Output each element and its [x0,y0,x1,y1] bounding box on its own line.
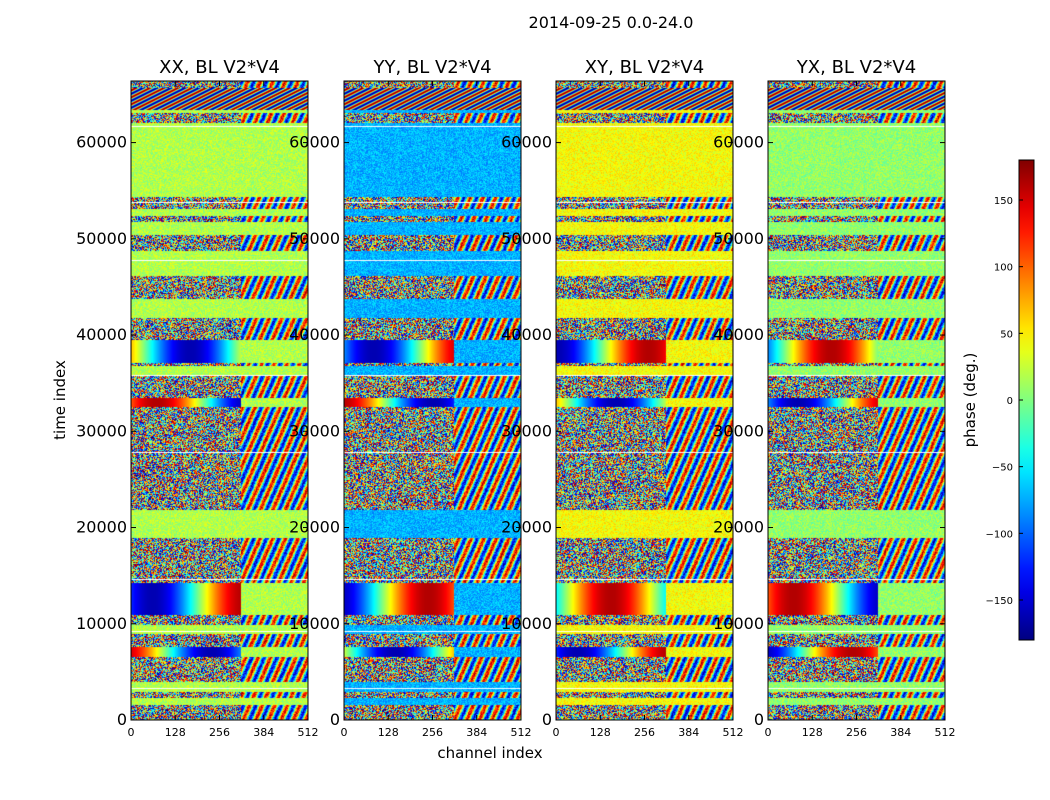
panel-yx: YX, BL V2*V4 0 128 256 384 512 0 10000 20000 3000… [713,57,955,739]
panel-yy: YY, BL V2*V4 0 128 256 384 512 0 10000 20000 3000… [289,57,531,739]
x-tick-label: 256 [634,726,655,739]
heatmap-xx [131,81,308,720]
y-tick-label: 10000 [289,614,340,633]
x-tick-label: 384 [253,726,274,739]
x-tick-label: 512 [935,726,956,739]
x-tick-label: 128 [378,726,399,739]
y-tick-label: 20000 [713,518,764,537]
x-tick-label: 256 [422,726,443,739]
x-tick-label: 128 [590,726,611,739]
x-tick-label: 384 [466,726,487,739]
colorbar-label: phase (deg.) [961,353,979,448]
y-tick-label: 30000 [76,421,127,440]
y-tick-label: 10000 [501,614,552,633]
x-tick-label: 128 [165,726,186,739]
colorbar: −150 −100 −50 0 50 100 150 [986,159,1035,641]
colorbar-tick-label: −50 [992,463,1013,474]
x-tick-label: 0 [553,726,560,739]
x-tick-label: 0 [765,726,772,739]
y-tick-label: 50000 [76,229,127,248]
x-tick-label: 512 [298,726,319,739]
y-tick-label: 10000 [713,614,764,633]
colorbar-tick-label: 0 [1007,396,1013,407]
y-tick-label: 40000 [76,325,127,344]
y-tick-label: 0 [754,710,764,729]
y-tick-label: 40000 [289,325,340,344]
x-tick-label: 384 [678,726,699,739]
y-tick-label: 40000 [501,325,552,344]
panels-group: XX, BL V2*V4 0 128 256 384 512 0 10000 20000 3000… [76,57,955,739]
heatmap-yy [344,81,521,720]
y-axis-label: time index [51,360,69,440]
y-tick-label: 50000 [289,229,340,248]
panel-title: XY, BL V2*V4 [585,57,704,78]
x-tick-label: 0 [128,726,135,739]
y-tick-label: 20000 [289,518,340,537]
figure-title: 2014-09-25 0.0-24.0 [529,13,694,32]
x-tick-label: 0 [341,726,348,739]
x-tick-label: 512 [511,726,532,739]
y-tick-label: 0 [117,710,127,729]
y-tick-label: 10000 [76,614,127,633]
colorbar-tick-label: −100 [986,529,1013,540]
x-tick-label: 128 [802,726,823,739]
panel-xy: XY, BL V2*V4 0 128 256 384 512 0 10000 20000 3000… [501,57,743,739]
x-tick-label: 256 [846,726,867,739]
colorbar-tick-label: 50 [1000,329,1013,340]
y-tick-label: 20000 [501,518,552,537]
y-tick-label: 60000 [713,133,764,152]
heatmap-xy [556,81,733,720]
y-tick-label: 60000 [289,133,340,152]
x-tick-label: 384 [890,726,911,739]
colorbar-tick-label: 100 [994,263,1013,274]
y-tick-label: 60000 [76,133,127,152]
y-tick-label: 20000 [76,518,127,537]
panel-title: XX, BL V2*V4 [159,57,280,78]
panel-title: YY, BL V2*V4 [372,57,491,78]
x-tick-label: 256 [209,726,230,739]
heatmap-yx [768,81,945,720]
y-tick-label: 30000 [713,421,764,440]
panel-title: YX, BL V2*V4 [796,57,916,78]
y-tick-label: 50000 [713,229,764,248]
y-tick-label: 40000 [713,325,764,344]
y-tick-label: 60000 [501,133,552,152]
y-tick-label: 0 [542,710,552,729]
panel-xx: XX, BL V2*V4 0 128 256 384 512 0 10000 20000 3000… [76,57,318,739]
y-tick-label: 30000 [289,421,340,440]
y-tick-label: 0 [330,710,340,729]
x-axis-label: channel index [437,744,542,762]
y-tick-label: 30000 [501,421,552,440]
colorbar-tick-label: −150 [986,596,1013,607]
x-tick-label: 512 [723,726,744,739]
colorbar-tick-label: 150 [994,196,1013,207]
y-tick-label: 50000 [501,229,552,248]
